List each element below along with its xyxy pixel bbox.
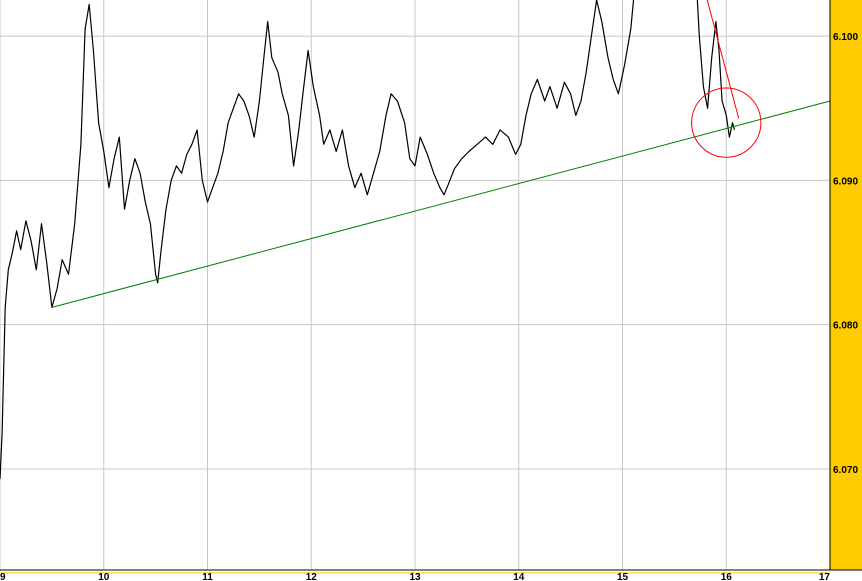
- annotations: [691, 87, 762, 158]
- x-tick-label-0: 9: [0, 572, 6, 581]
- x-tick-label-1: 10: [98, 572, 110, 581]
- y-tick-label-0: 6.070: [833, 465, 858, 476]
- x-tick-label-3: 12: [306, 572, 318, 581]
- x-tick-label-4: 13: [409, 572, 421, 581]
- x-tick-label-6: 15: [617, 572, 629, 581]
- y-tick-labels: 6.070 6.080 6.090 6.100: [833, 32, 858, 476]
- trendlines: [51, 0, 831, 308]
- x-tick-label-8: 17: [819, 572, 831, 581]
- resistance-trendline-1: [706, 0, 740, 119]
- x-tick-labels: 9 10 11 12 13 14 15 16 17: [0, 572, 830, 581]
- y-tick-label-2: 6.090: [833, 176, 858, 187]
- y-axis-panel: [830, 0, 862, 570]
- x-tick-label-7: 16: [721, 572, 733, 581]
- support-trendline-0: [51, 100, 831, 308]
- y-tick-label-1: 6.080: [833, 321, 858, 332]
- highlight-circle-0: [691, 87, 762, 158]
- x-tick-label-2: 11: [202, 572, 213, 581]
- x-tick-label-5: 14: [513, 572, 525, 581]
- price-series: [0, 0, 736, 480]
- series-line-0: [0, 0, 736, 480]
- y-tick-label-3: 6.100: [833, 32, 858, 43]
